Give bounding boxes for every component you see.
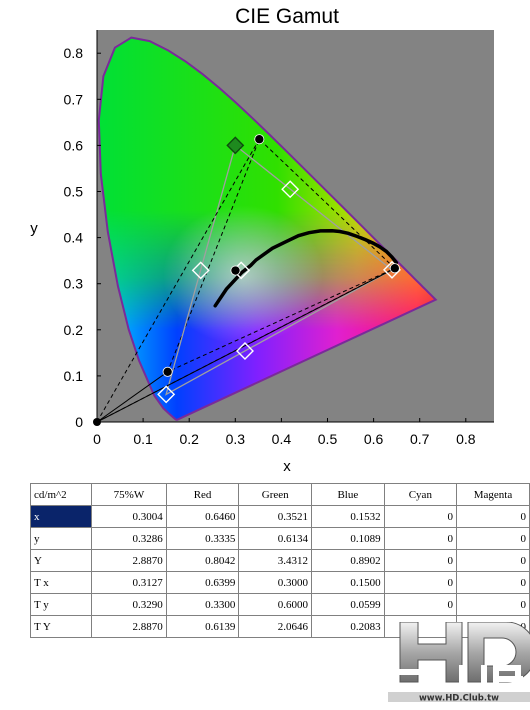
- table-cell: 0: [383, 527, 458, 550]
- table-cell: 0: [456, 549, 530, 572]
- planckian-locus: [213, 229, 399, 308]
- table-cell: 0.3000: [238, 571, 313, 594]
- chart-title: CIE Gamut: [235, 5, 339, 28]
- cie-gamut-chart: 0 0.1 0.2 0.3 0.4 0.5 0.6 0.7 0.8 0 0.1 0.2 0.3 0.4 0.…: [30, 5, 494, 475]
- measured-point-marker: [254, 134, 265, 145]
- target-point-marker: [191, 261, 210, 280]
- target-gamut-triangle: [165, 144, 394, 396]
- gamut-markers: [93, 134, 401, 426]
- table-cell: 0.1089: [311, 527, 385, 550]
- x-tick-label: 0.2: [179, 431, 199, 447]
- table-cell: 0: [383, 593, 458, 616]
- table-row-header[interactable]: T x: [29, 571, 93, 594]
- measured-point-marker: [162, 366, 173, 377]
- table-cell: 0.6399: [165, 571, 240, 594]
- axis-ticks: 0 0.1 0.2 0.3 0.4 0.5 0.6 0.7 0.8 0 0.1 0.2 0.3 0.4 0.…: [64, 45, 476, 447]
- origin-ray: [96, 371, 168, 423]
- measured-point-marker: [230, 265, 241, 276]
- table-cell: 3.4312: [238, 549, 313, 572]
- y-tick-label: 0.3: [64, 276, 84, 292]
- table-cell: 0.6460: [165, 505, 240, 528]
- table-header-cell: Cyan: [383, 483, 458, 506]
- table-cell: 0.8902: [311, 549, 385, 572]
- x-tick-label: 0.8: [456, 431, 476, 447]
- y-tick-label: 0.4: [64, 230, 84, 246]
- table-cell: 0.6134: [238, 527, 313, 550]
- table-cell: 2.8870: [91, 549, 167, 572]
- target-point-marker: [235, 342, 254, 360]
- x-tick-label: 0.5: [318, 431, 338, 447]
- watermark-url: www.HD.Club.tw: [419, 694, 499, 703]
- y-tick-label: 0.8: [64, 45, 84, 61]
- y-tick-label: 0.2: [64, 322, 84, 338]
- target-point-marker: [157, 385, 176, 404]
- table-cell: 0: [383, 549, 458, 572]
- y-tick-label: 0.7: [64, 91, 84, 107]
- table-header-cell: Blue: [311, 483, 385, 506]
- x-tick-label: 0.6: [364, 431, 384, 447]
- y-axis-label: y: [30, 220, 38, 237]
- table-cell: 0.2083: [311, 615, 385, 638]
- table-header-row: cd/m^2 75%W Red Green Blue Cyan Magenta: [29, 483, 530, 506]
- y-tick-label: 0: [75, 414, 83, 430]
- x-tick-label: 0.4: [272, 431, 292, 447]
- table-header-cell: 75%W: [91, 483, 167, 506]
- table-cell: 0.1500: [311, 571, 385, 594]
- x-tick-label: 0.1: [133, 431, 153, 447]
- measured-gamut-triangle: [166, 138, 396, 373]
- target-point-marker: [281, 180, 300, 199]
- target-point-marker: [226, 136, 245, 155]
- table-row-header[interactable]: T y: [29, 593, 93, 616]
- table-header-cell: Green: [238, 483, 313, 506]
- table-row-header[interactable]: Y: [29, 549, 93, 572]
- table-cell: 0.8042: [165, 549, 240, 572]
- table-header-cell: cd/m^2: [29, 483, 93, 506]
- table-cell: 0.1532: [311, 505, 385, 528]
- measured-point-marker: [389, 263, 400, 274]
- x-axis-label: x: [283, 458, 291, 475]
- table-row: T y 0.3290 0.3300 0.6000 0.0599 0 0: [29, 593, 530, 616]
- y-tick-label: 0.6: [64, 137, 84, 153]
- x-tick-label: 0: [93, 431, 101, 447]
- y-tick-label: 0.5: [64, 184, 84, 200]
- table-cell: 0.0599: [311, 593, 385, 616]
- table-cell: 0.3290: [91, 593, 167, 616]
- table-cell: 0: [456, 505, 530, 528]
- table-cell: 0: [383, 505, 458, 528]
- table-cell: 0.3127: [91, 571, 167, 594]
- table-cell: 0.3004: [91, 505, 167, 528]
- table-cell: 0.3286: [91, 527, 167, 550]
- table-row: T x 0.3127 0.6399 0.3000 0.1500 0 0: [29, 571, 530, 594]
- table-row-header[interactable]: y: [29, 527, 93, 550]
- y-tick-label: 0.1: [64, 368, 84, 384]
- table-cell: 0.3521: [238, 505, 313, 528]
- table-cell: 0: [456, 527, 530, 550]
- hdclub-watermark-logo: www.HD.Club.tw: [388, 622, 530, 702]
- table-row-header[interactable]: T Y: [29, 615, 93, 638]
- gamut-lines: [96, 138, 396, 423]
- table-cell: 0.3300: [165, 593, 240, 616]
- table-row: x 0.3004 0.6460 0.3521 0.1532 0 0: [29, 505, 530, 528]
- table-cell: 0.3335: [165, 527, 240, 550]
- table-cell: 2.0646: [238, 615, 313, 638]
- table-header-cell: Red: [165, 483, 240, 506]
- spectral-locus: [97, 36, 438, 421]
- table-cell: 0.6139: [165, 615, 240, 638]
- table-row: Y 2.8870 0.8042 3.4312 0.8902 0 0: [29, 549, 530, 572]
- table-cell: 2.8870: [91, 615, 167, 638]
- table-cell: 0: [456, 593, 530, 616]
- table-row: y 0.3286 0.3335 0.6134 0.1089 0 0: [29, 527, 530, 550]
- x-tick-label: 0.3: [226, 431, 246, 447]
- table-row-header[interactable]: x: [29, 505, 93, 528]
- table-cell: 0.6000: [238, 593, 313, 616]
- measurement-table: cd/m^2 75%W Red Green Blue Cyan Magenta x 0.300…: [29, 483, 530, 638]
- origin-ray: [96, 269, 393, 423]
- x-tick-label: 0.7: [410, 431, 430, 447]
- origin-ray: [96, 138, 260, 423]
- table-cell: 0: [456, 571, 530, 594]
- table-cell: 0: [383, 571, 458, 594]
- table-header-cell: Magenta: [456, 483, 530, 506]
